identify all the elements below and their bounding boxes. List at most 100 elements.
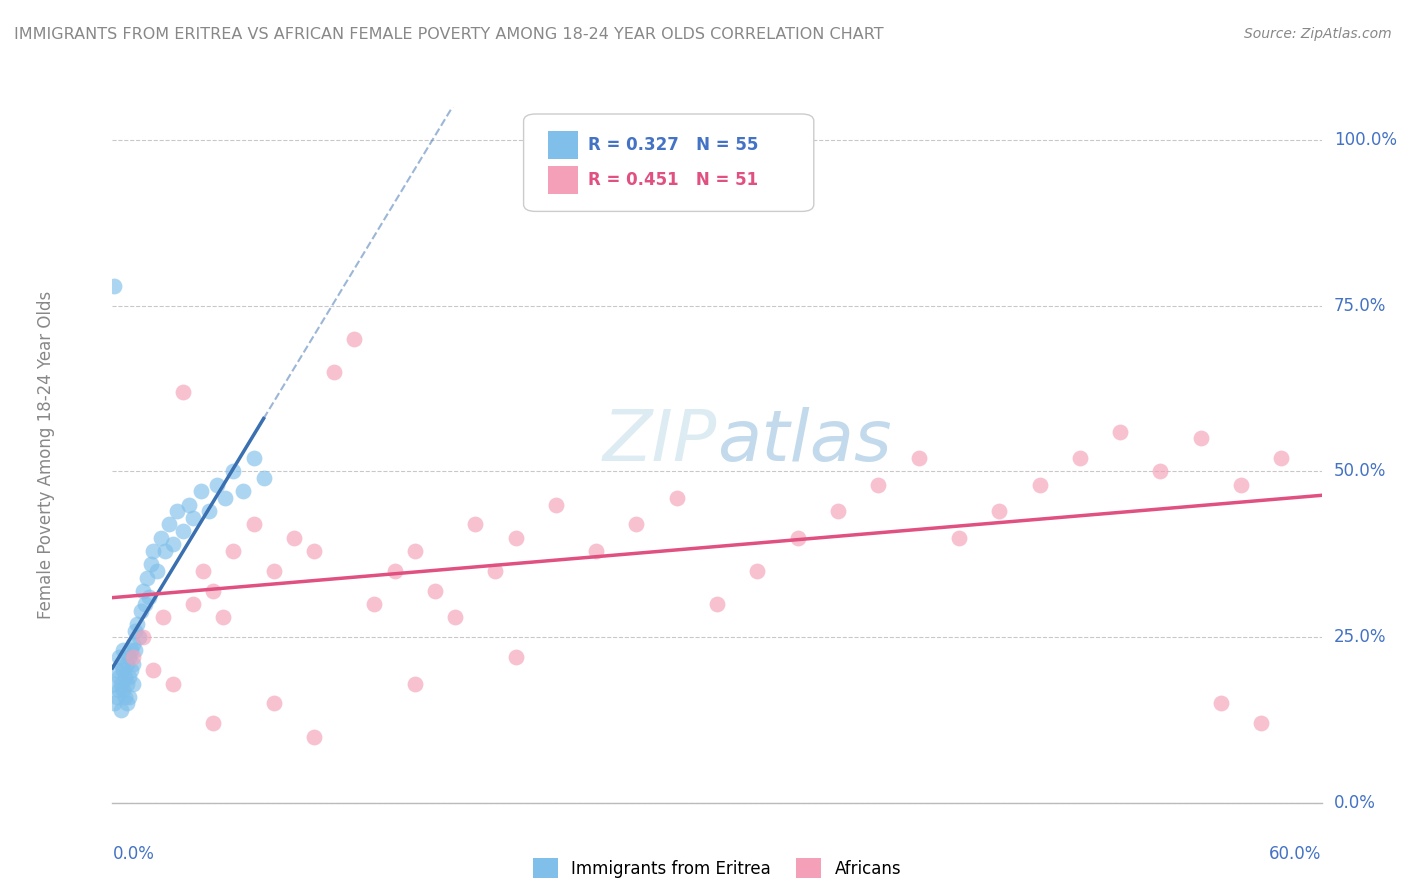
Text: 0.0%: 0.0% [1334,794,1375,812]
Africans [786,531,808,545]
Africans [384,564,406,578]
Immigrants from Eritrea [134,597,156,611]
Immigrants from Eritrea [242,451,264,466]
Text: 25.0%: 25.0% [1334,628,1386,646]
Text: 0.0%: 0.0% [112,845,155,863]
Bar [548,131,578,159]
Africans [1250,716,1272,731]
Africans [283,531,305,545]
Immigrants from Eritrea [107,670,129,684]
Immigrants from Eritrea [177,498,200,512]
Immigrants from Eritrea [115,676,138,690]
Africans [222,544,245,558]
Africans [363,597,385,611]
Immigrants from Eritrea [111,663,134,677]
FancyBboxPatch shape [523,114,814,211]
Africans [1109,425,1132,439]
Africans [152,610,174,624]
Africans [706,597,728,611]
Africans [1149,465,1171,479]
Africans [1270,451,1292,466]
Africans [121,650,143,665]
Immigrants from Eritrea [146,564,169,578]
Africans [626,517,648,532]
Text: 50.0%: 50.0% [1334,462,1386,481]
Africans [1028,477,1050,491]
Africans [142,663,165,677]
Immigrants from Eritrea [111,643,134,657]
Africans [747,564,769,578]
Africans [505,650,527,665]
Africans [212,610,235,624]
Immigrants from Eritrea [120,663,142,677]
Immigrants from Eritrea [121,657,143,671]
Immigrants from Eritrea [135,570,157,584]
Immigrants from Eritrea [103,697,125,711]
Text: Source: ZipAtlas.com: Source: ZipAtlas.com [1244,27,1392,41]
Immigrants from Eritrea [138,591,160,605]
Africans [181,597,204,611]
Africans [505,531,527,545]
Africans [907,451,929,466]
Africans [1230,477,1253,491]
Africans [868,477,890,491]
Immigrants from Eritrea [125,616,148,631]
Immigrants from Eritrea [128,630,150,644]
Africans [263,564,285,578]
Immigrants from Eritrea [114,690,136,704]
Immigrants from Eritrea [149,531,172,545]
Immigrants from Eritrea [115,697,138,711]
Immigrants from Eritrea [110,657,132,671]
Text: 75.0%: 75.0% [1334,297,1386,315]
Immigrants from Eritrea [214,491,236,505]
Africans [202,583,225,598]
Text: atlas: atlas [717,407,891,475]
Immigrants from Eritrea [124,624,146,638]
Immigrants from Eritrea [117,670,139,684]
Text: Female Poverty Among 18-24 Year Olds: Female Poverty Among 18-24 Year Olds [37,291,55,619]
Africans [464,517,486,532]
Text: IMMIGRANTS FROM ERITREA VS AFRICAN FEMALE POVERTY AMONG 18-24 YEAR OLDS CORRELAT: IMMIGRANTS FROM ERITREA VS AFRICAN FEMAL… [14,27,884,42]
Africans [544,498,567,512]
Immigrants from Eritrea [110,676,132,690]
Africans [948,531,970,545]
Immigrants from Eritrea [139,558,162,572]
Immigrants from Eritrea [105,663,128,677]
Immigrants from Eritrea [121,676,143,690]
Africans [827,504,849,518]
Text: ZIP: ZIP [603,407,717,475]
Legend: Immigrants from Eritrea, Africans: Immigrants from Eritrea, Africans [526,851,908,885]
Immigrants from Eritrea [207,477,229,491]
Immigrants from Eritrea [103,676,125,690]
Bar [548,166,578,194]
Immigrants from Eritrea [114,670,136,684]
Africans [132,630,155,644]
Immigrants from Eritrea [172,524,194,538]
Immigrants from Eritrea [222,465,245,479]
Africans [1069,451,1091,466]
Africans [423,583,446,598]
Immigrants from Eritrea [157,517,180,532]
Africans [172,384,194,399]
Immigrants from Eritrea [117,690,139,704]
Africans [1189,431,1212,445]
Immigrants from Eritrea [105,690,128,704]
Immigrants from Eritrea [153,544,176,558]
Immigrants from Eritrea [190,484,212,499]
Immigrants from Eritrea [107,683,129,698]
Immigrants from Eritrea [111,683,134,698]
Text: R = 0.327   N = 55: R = 0.327 N = 55 [588,136,758,154]
Africans [302,544,325,558]
Text: 60.0%: 60.0% [1270,845,1322,863]
Immigrants from Eritrea [129,604,152,618]
Africans [484,564,506,578]
Immigrants from Eritrea [120,643,142,657]
Immigrants from Eritrea [110,703,132,717]
Africans [202,716,225,731]
Africans [1209,697,1232,711]
Africans [988,504,1011,518]
Text: R = 0.451   N = 51: R = 0.451 N = 51 [588,171,758,189]
Immigrants from Eritrea [253,471,276,485]
Africans [343,332,366,346]
Africans [162,676,184,690]
